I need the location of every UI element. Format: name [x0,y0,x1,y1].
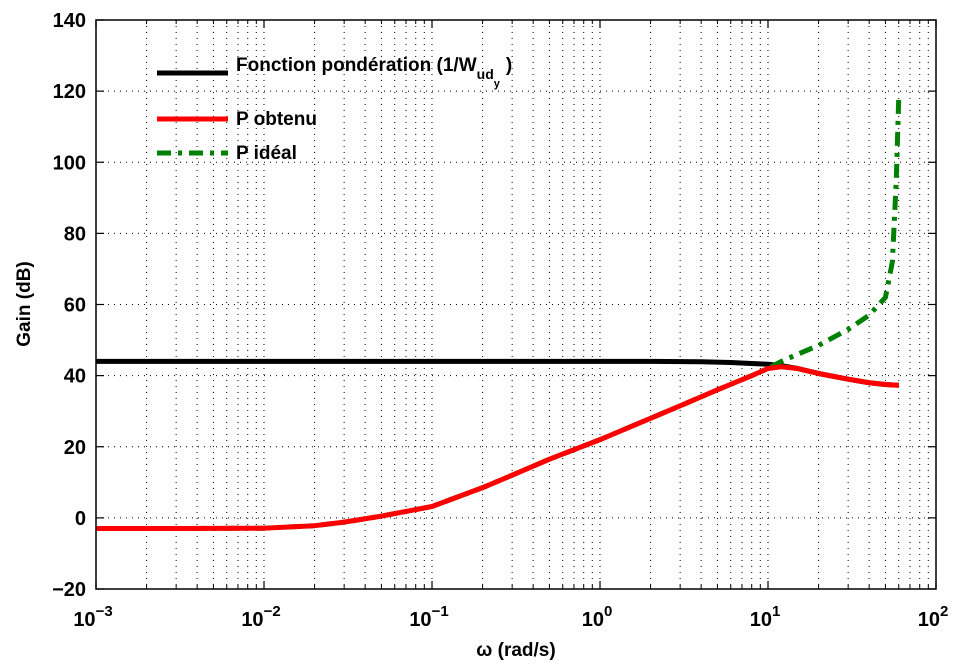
x-tick-label: 10−1 [409,603,448,631]
x-tick-exponent: −2 [264,603,281,620]
x-tick-base: 10 [750,609,772,631]
x-tick-base: 10 [241,609,263,631]
series-line-1 [96,364,899,532]
legend-ponderation-sub: ud [477,66,494,82]
y-tick-labels: −20 0 20 40 60 80 100 120 140 [52,10,86,601]
x-tick-exponent: 2 [940,603,948,620]
x-tick-exponent: 1 [772,603,780,620]
x-tick-base: 10 [918,609,940,631]
series-lines [96,98,902,532]
x-tick-label: 10−3 [73,603,112,631]
axis-ticks [95,19,937,590]
legend-ponderation-suffix: ) [506,55,512,76]
legend-ponderation-subsub: y [494,78,501,90]
x-tick-exponent: −1 [432,603,449,620]
legend-label-ponderation: Fonction pondération (1/Wudy) [236,55,512,90]
x-tick-label: 101 [750,603,781,631]
legend-ponderation-prefix: Fonction pondération (1/W [236,55,477,76]
x-tick-label: 102 [918,603,949,631]
x-axis-title: ω (rad/s) [476,640,555,661]
legend-label-p-ideal: P idéal [236,143,297,164]
y-tick-label: 0 [75,508,86,530]
x-tick-base: 10 [73,609,95,631]
x-tick-base: 10 [582,609,604,631]
y-axis-title: Gain (dB) [14,261,35,347]
x-tick-exponent: −3 [96,603,113,620]
y-tick-label: 140 [53,10,86,32]
legend-label-p-obtenu: P obtenu [236,109,317,130]
y-tick-label: 60 [64,295,86,317]
legend: Fonction pondération (1/Wudy) P obtenu P… [157,55,512,164]
y-tick-label: 40 [64,366,86,388]
x-tick-base: 10 [409,609,431,631]
x-tick-exponent: 0 [604,603,612,620]
x-tick-label: 100 [582,603,613,631]
y-tick-label: 80 [64,223,86,245]
y-tick-label: 120 [53,81,86,103]
x-tick-label: 10−2 [241,603,280,631]
y-tick-label: −20 [52,579,86,601]
x-tick-labels: 10−3 10−2 10−1 100 101 102 [73,603,948,631]
grid [96,20,936,589]
y-tick-label: 100 [53,152,86,174]
y-tick-label: 20 [64,437,86,459]
